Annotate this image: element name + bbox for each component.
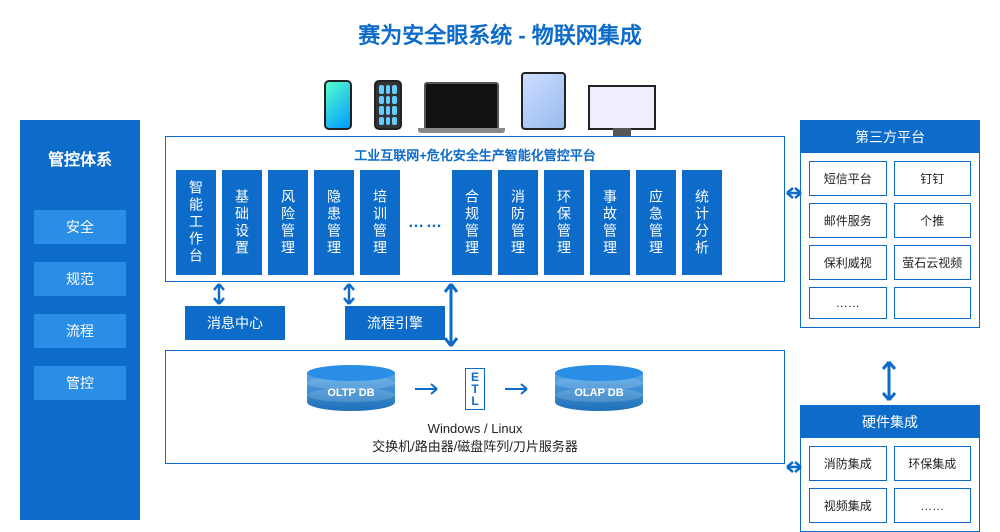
hardware-panel: 硬件集成 消防集成 环保集成 视频集成 …… [800, 405, 980, 532]
tp-item: 保利威视 [809, 245, 887, 280]
arrow-right-icon [505, 382, 535, 396]
diagram-canvas: 管控体系 安全 规范 流程 管控 工业互联网+危化安全生产智能化管控平台 智能工… [0, 60, 1000, 531]
arrow-bi-horizontal-icon [785, 184, 803, 202]
arrow-right-icon [415, 382, 445, 396]
hardware-text: 交换机/路由器/磁盘阵列/刀片服务器 [176, 436, 774, 455]
engine-msg: 消息中心 [185, 306, 285, 340]
olap-label: OLAP DB [555, 387, 643, 399]
sidebar-item: 管控 [34, 366, 126, 400]
phone-apps-icon [374, 80, 402, 130]
sidebar-item: 规范 [34, 262, 126, 296]
page-title: 赛为安全眼系统 - 物联网集成 [0, 0, 1000, 60]
module: 基础设置 [222, 170, 262, 275]
arrow-bi-vertical-icon [878, 360, 900, 402]
platform-title: 工业互联网+危化安全生产智能化管控平台 [176, 145, 774, 164]
laptop-icon [424, 82, 499, 130]
sidebar-title: 管控体系 [20, 120, 140, 210]
arrow-bi-horizontal-icon [785, 458, 803, 476]
module: 风险管理 [268, 170, 308, 275]
engines-row: 消息中心 流程引擎 [185, 306, 445, 340]
devices-row [260, 72, 720, 130]
modules-row: 智能工作台 基础设置 风险管理 隐患管理 培训管理 …… 合规管理 消防管理 环… [176, 170, 774, 275]
module: 消防管理 [498, 170, 538, 275]
hw-item: 环保集成 [894, 446, 972, 481]
oltp-label: OLTP DB [307, 387, 395, 399]
arrow-bi-vertical-icon [440, 282, 462, 348]
tp-item [894, 287, 972, 319]
module: 培训管理 [360, 170, 400, 275]
module: 应急管理 [636, 170, 676, 275]
tp-item: 邮件服务 [809, 203, 887, 238]
hardware-title: 硬件集成 [801, 406, 979, 438]
oltp-db-icon: OLTP DB [307, 365, 395, 413]
hw-item: …… [894, 488, 972, 523]
db-box: OLTP DB ETL OLAP DB Windows / Linux 交换机/… [165, 350, 785, 464]
os-text: Windows / Linux [176, 421, 774, 436]
third-party-panel: 第三方平台 短信平台 钉钉 邮件服务 个推 保利威视 萤石云视频 …… [800, 120, 980, 328]
module: 智能工作台 [176, 170, 216, 275]
sidebar-item: 安全 [34, 210, 126, 244]
module: 隐患管理 [314, 170, 354, 275]
tp-item: 萤石云视频 [894, 245, 972, 280]
monitor-icon [588, 85, 656, 130]
etl-box: ETL [465, 368, 485, 410]
tp-item: 短信平台 [809, 161, 887, 196]
sidebar-governance: 管控体系 安全 规范 流程 管控 [20, 120, 140, 520]
arrow-bi-vertical-icon [210, 282, 228, 306]
modules-ellipsis: …… [406, 214, 446, 232]
sidebar-item: 流程 [34, 314, 126, 348]
third-party-title: 第三方平台 [801, 121, 979, 153]
tp-item: 钉钉 [894, 161, 972, 196]
db-row: OLTP DB ETL OLAP DB [176, 365, 774, 413]
hw-item: 消防集成 [809, 446, 887, 481]
arrow-bi-vertical-icon [340, 282, 358, 306]
tablet-icon [521, 72, 566, 130]
engine-flow: 流程引擎 [345, 306, 445, 340]
tp-item: 个推 [894, 203, 972, 238]
platform-box: 工业互联网+危化安全生产智能化管控平台 智能工作台 基础设置 风险管理 隐患管理… [165, 136, 785, 282]
module: 环保管理 [544, 170, 584, 275]
olap-db-icon: OLAP DB [555, 365, 643, 413]
module: 合规管理 [452, 170, 492, 275]
phone-icon [324, 80, 352, 130]
module: 统计分析 [682, 170, 722, 275]
tp-item: …… [809, 287, 887, 319]
module: 事故管理 [590, 170, 630, 275]
hw-item: 视频集成 [809, 488, 887, 523]
